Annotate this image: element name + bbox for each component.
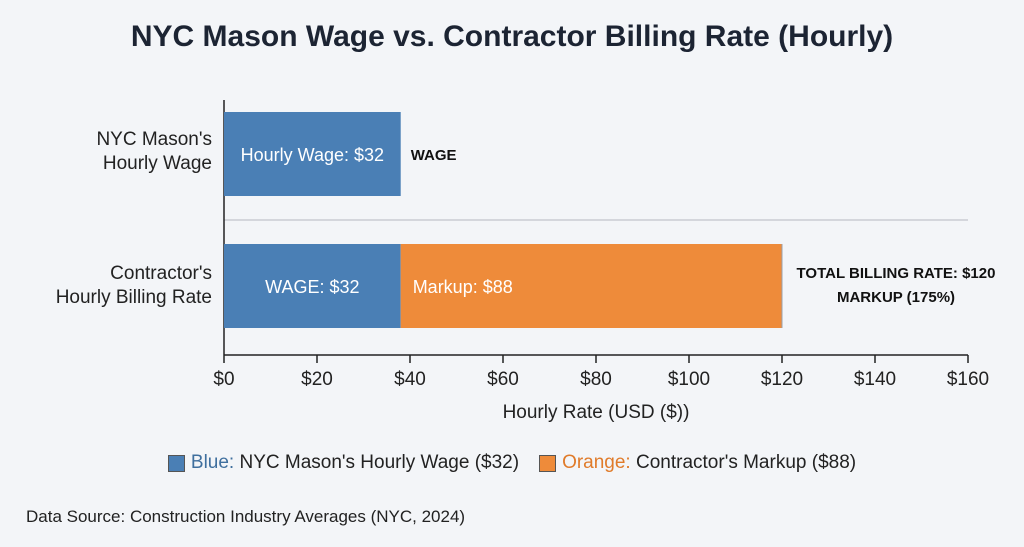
x-tick-label: $80 xyxy=(580,369,612,390)
x-tick-label: $160 xyxy=(947,369,989,390)
legend-swatch-orange xyxy=(539,454,557,472)
legend-swatch-blue xyxy=(167,454,185,472)
x-tick-label: $140 xyxy=(854,369,896,390)
legend-key-blue: Blue: xyxy=(190,452,235,473)
x-tick-label: $0 xyxy=(213,369,234,390)
legend-text-markup: Contractor's Markup ($88) xyxy=(630,452,857,473)
x-tick-label: $40 xyxy=(394,369,426,390)
bar-wage-0 xyxy=(224,112,401,196)
x-axis-label: Hourly Rate (USD ($)) xyxy=(503,402,690,423)
x-tick-label: $20 xyxy=(301,369,333,390)
legend-item-markup: Orange: Contractor's Markup ($88) xyxy=(539,452,856,474)
legend: Blue: NYC Mason's Hourly Wage ($32) Oran… xyxy=(0,452,1024,474)
bar-label-wage-1: WAGE: $32 xyxy=(265,277,359,297)
category-label-contractor-rate: Contractor's Hourly Billing Rate xyxy=(55,263,212,308)
legend-item-wage: Blue: NYC Mason's Hourly Wage ($32) xyxy=(167,452,520,474)
data-source-note: Data Source: Construction Industry Avera… xyxy=(26,507,466,526)
x-tick-label: $60 xyxy=(487,369,519,390)
legend-text-wage: NYC Mason's Hourly Wage ($32) xyxy=(234,452,520,473)
x-tick-label: $100 xyxy=(668,369,710,390)
bar-label-markup-1: Markup: $88 xyxy=(413,277,513,297)
bar-label-wage-0: Hourly Wage: $32 xyxy=(241,145,384,165)
annotation-wage: WAGE xyxy=(411,147,457,164)
annotation-markup-percent: MARKUP (175%) xyxy=(837,289,955,306)
bar-wage-1 xyxy=(224,244,401,328)
bar-markup-1 xyxy=(400,244,782,328)
category-label-mason-wage: NYC Mason's Hourly Wage xyxy=(96,129,212,174)
legend-key-orange: Orange: xyxy=(562,452,631,473)
x-tick-label: $120 xyxy=(761,369,803,390)
chart-title: NYC Mason Wage vs. Contractor Billing Ra… xyxy=(130,20,894,53)
annotation-total-billing-rate: TOTAL BILLING RATE: $120 xyxy=(797,265,996,282)
